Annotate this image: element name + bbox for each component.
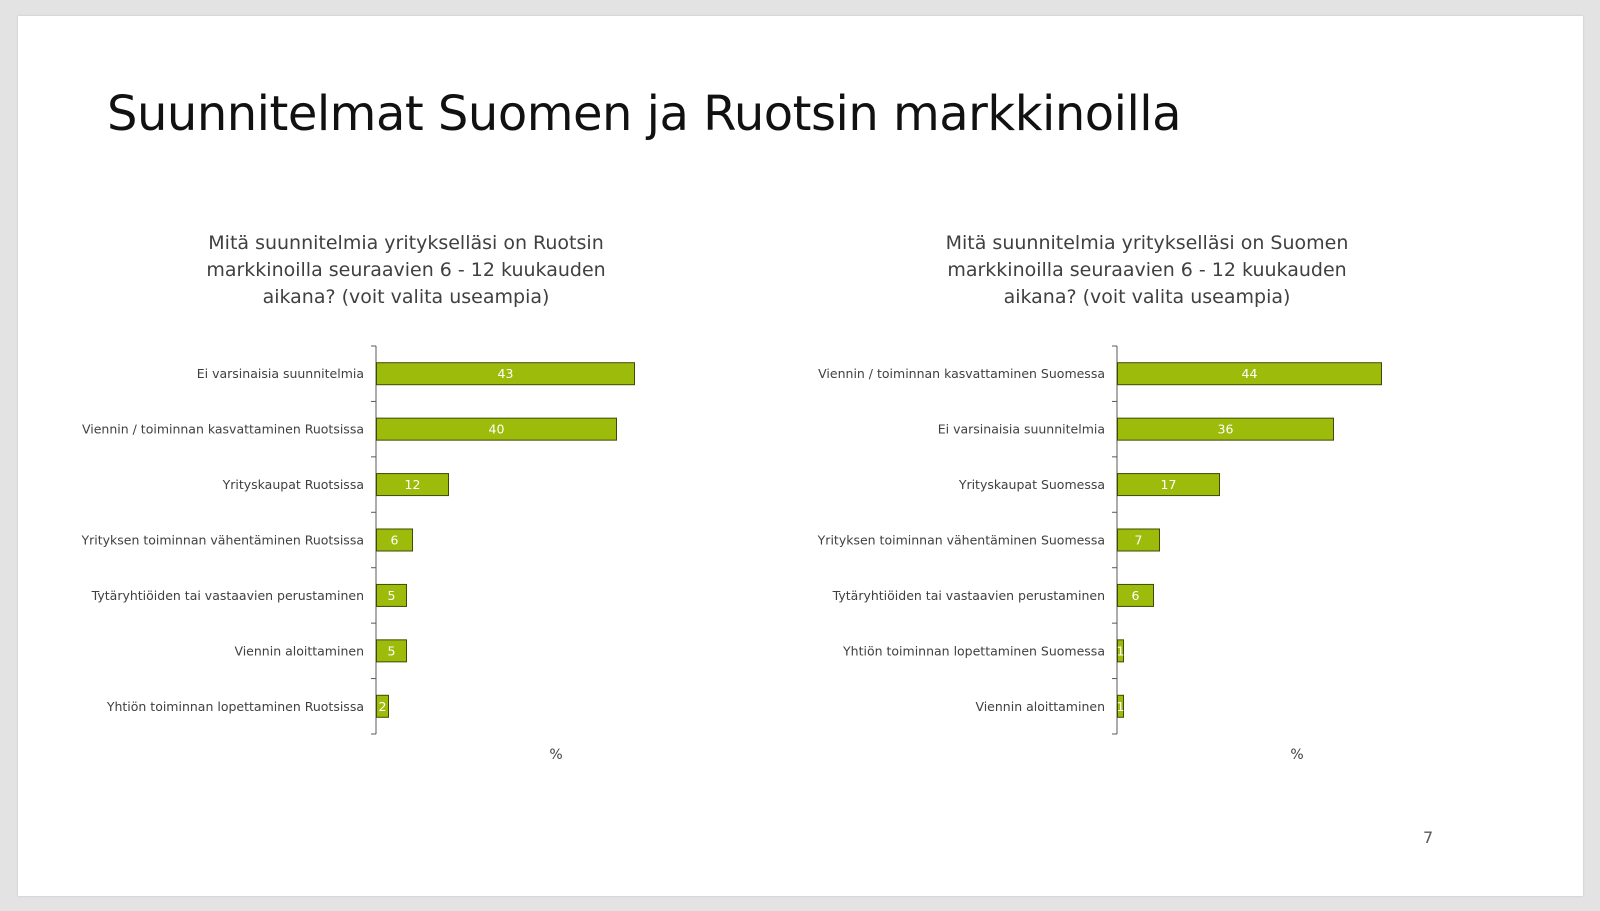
category-label: Yrityksen toiminnan vähentäminen Suomess… — [817, 533, 1105, 548]
data-label: 44 — [1242, 366, 1258, 381]
bar — [1117, 694, 1124, 718]
x-axis-title: % — [549, 747, 562, 763]
data-label: 36 — [1218, 422, 1234, 437]
bar — [376, 417, 617, 441]
category-label: Yrityskaupat Ruotsissa — [222, 477, 364, 492]
bar — [1117, 362, 1382, 386]
chart-ruotsi: Mitä suunnitelmia yritykselläsi on Ruots… — [66, 230, 706, 763]
bar — [376, 473, 449, 497]
bar — [1117, 417, 1334, 441]
data-label: 2 — [379, 699, 387, 714]
category-label: Ei varsinaisia suunnitelmia — [197, 366, 364, 381]
data-label: 1 — [1117, 699, 1125, 714]
category-label: Tytäryhtiöiden tai vastaavien perustamin… — [91, 588, 364, 603]
category-label: Tytäryhtiöiden tai vastaavien perustamin… — [832, 588, 1105, 603]
slide-title: Suunnitelmat Suomen ja Ruotsin markkinoi… — [107, 86, 1182, 142]
data-label: 6 — [391, 533, 399, 548]
page-number: 7 — [1423, 828, 1434, 847]
chart-suomi: Mitä suunnitelmia yritykselläsi on Suome… — [807, 230, 1447, 763]
bar — [1117, 583, 1154, 607]
bar — [376, 362, 635, 386]
data-label: 43 — [498, 366, 514, 381]
bar — [376, 694, 389, 718]
data-label: 40 — [489, 422, 505, 437]
category-label: Viennin / toiminnan kasvattaminen Ruotsi… — [82, 422, 364, 437]
data-label: 12 — [405, 477, 421, 492]
data-label: 7 — [1135, 533, 1143, 548]
x-axis-title: % — [1290, 747, 1303, 763]
data-label: 5 — [388, 588, 396, 603]
bar — [1117, 473, 1220, 497]
category-label: Yhtiön toiminnan lopettaminen Ruotsissa — [106, 699, 364, 714]
data-label: 5 — [388, 643, 396, 658]
bar — [1117, 528, 1160, 552]
category-label: Yhtiön toiminnan lopettaminen Suomessa — [842, 643, 1105, 658]
bar — [1117, 639, 1124, 663]
bar-chart-suomi-svg: Viennin / toiminnan kasvattaminen Suomes… — [817, 345, 1382, 763]
category-label: Viennin aloittaminen — [975, 699, 1105, 714]
category-label: Yrityskaupat Suomessa — [958, 477, 1105, 492]
category-label: Viennin aloittaminen — [234, 643, 364, 658]
chart-title-ruotsi: Mitä suunnitelmia yritykselläsi on Ruots… — [206, 232, 606, 308]
data-label: 1 — [1117, 643, 1125, 658]
bar — [376, 639, 407, 663]
category-label: Viennin / toiminnan kasvattaminen Suomes… — [818, 366, 1105, 381]
bar — [376, 583, 407, 607]
data-label: 17 — [1161, 477, 1177, 492]
data-label: 6 — [1132, 588, 1140, 603]
category-label: Yrityksen toiminnan vähentäminen Ruotsis… — [80, 533, 364, 548]
category-label: Ei varsinaisia suunnitelmia — [938, 422, 1105, 437]
slide: Suunnitelmat Suomen ja Ruotsin markkinoi… — [18, 16, 1583, 896]
chart-title-suomi: Mitä suunnitelmia yritykselläsi on Suome… — [945, 232, 1349, 308]
bar-chart-ruotsi-svg: Ei varsinaisia suunnitelmia 43 Viennin / t… — [80, 345, 635, 763]
bar — [376, 528, 413, 552]
